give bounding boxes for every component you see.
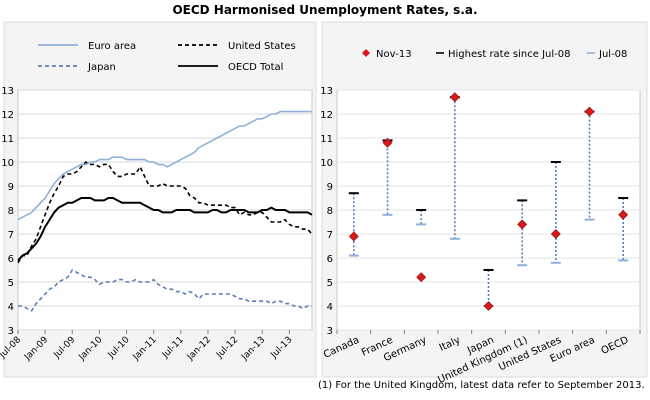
y-tick-label: 7 — [327, 230, 333, 241]
nov13-marker — [584, 106, 595, 117]
y-tick-label: 11 — [320, 134, 333, 145]
y-tick-label: 7 — [8, 230, 14, 241]
y-tick-label: 11 — [1, 134, 14, 145]
y-tick-label: 3 — [327, 326, 333, 337]
y-tick-label: 4 — [327, 302, 333, 313]
legend-label-jul08: Jul-08 — [598, 49, 627, 60]
nov13-marker — [483, 301, 494, 311]
y-tick-label: 10 — [1, 158, 14, 169]
legend-label-united-states: United States — [228, 41, 296, 52]
legend-label-japan: Japan — [87, 62, 116, 73]
nov13-marker — [382, 137, 393, 148]
series-line-japan — [18, 268, 312, 312]
y-tick-label: 6 — [327, 254, 333, 265]
nov13-marker — [517, 219, 528, 230]
legend-swatch-nov13 — [362, 49, 370, 57]
y-tick-label: 13 — [1, 86, 14, 97]
series-line-oecd-total — [17, 197, 313, 262]
y-tick-label: 13 — [320, 86, 333, 97]
y-tick-label: 9 — [8, 182, 14, 193]
nov13-marker — [618, 209, 629, 220]
legend-label-oecd-total: OECD Total — [228, 62, 283, 73]
nov13-marker — [550, 229, 561, 239]
legend-label-nov13: Nov-13 — [376, 49, 412, 60]
y-tick-label: 9 — [327, 182, 333, 193]
y-tick-label: 8 — [327, 206, 333, 217]
y-tick-label: 5 — [8, 278, 14, 289]
legend-label-euro-area: Euro area — [88, 41, 136, 52]
y-tick-label: 3 — [8, 326, 14, 337]
nov13-marker — [416, 272, 427, 283]
y-tick-label: 12 — [320, 110, 333, 121]
y-tick-label: 4 — [8, 302, 14, 313]
y-tick-label: 6 — [8, 254, 14, 265]
nov13-marker — [449, 92, 460, 103]
footnote: (1) For the United Kingdom, latest data … — [318, 380, 645, 391]
figure-title: OECD Harmonised Unemployment Rates, s.a. — [172, 3, 478, 17]
y-tick-label: 10 — [320, 158, 333, 169]
y-tick-label: 8 — [8, 206, 14, 217]
series-line-euro-area — [17, 110, 312, 221]
y-tick-label: 12 — [1, 110, 14, 121]
legend-label-highest: Highest rate since Jul-08 — [448, 49, 571, 60]
series-line-united-states — [17, 161, 313, 264]
nov13-marker — [348, 231, 359, 242]
y-tick-label: 5 — [327, 278, 333, 289]
